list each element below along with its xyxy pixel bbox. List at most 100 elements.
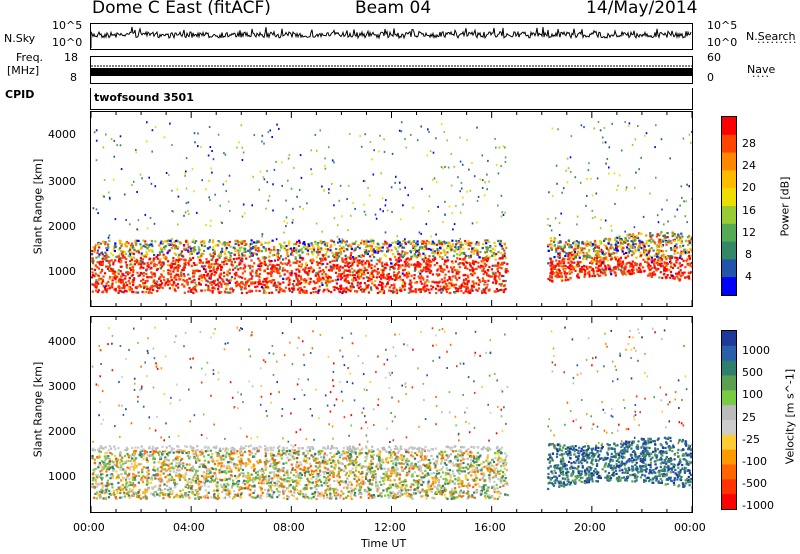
power-cell (547, 249, 550, 252)
power-cell (183, 244, 186, 247)
power-cell (176, 269, 179, 273)
power-cell (268, 248, 271, 251)
power-cell (331, 182, 333, 185)
power-cell (224, 242, 227, 245)
power-cell (433, 250, 436, 253)
power-cell (245, 243, 248, 246)
power-cell (298, 239, 301, 242)
power-cell (235, 265, 238, 268)
power-cell (102, 240, 105, 243)
power-cell (181, 269, 184, 272)
power-cell (404, 138, 406, 141)
power-cell (600, 218, 602, 221)
power-cell (547, 218, 549, 220)
power-cell (597, 269, 600, 272)
power-cell (481, 257, 484, 260)
power-cell (493, 278, 496, 281)
power-cell (483, 262, 487, 265)
power-cell (377, 283, 380, 286)
power-cell (146, 268, 149, 271)
power-cell (591, 267, 595, 271)
power-cell (630, 235, 633, 238)
power-cell (680, 240, 684, 243)
power-cell (141, 177, 143, 180)
power-cell (124, 252, 127, 256)
power-cell (204, 289, 207, 292)
power-cell (192, 256, 195, 260)
power-cell (239, 275, 242, 279)
power-cell (400, 288, 403, 291)
power-cell (368, 278, 371, 281)
power-cell (358, 271, 361, 274)
power-cell (668, 239, 671, 242)
power-cell (293, 243, 296, 246)
power-cell (216, 265, 219, 268)
power-cell (437, 253, 440, 256)
power-cell (135, 258, 138, 261)
power-cell (353, 269, 356, 272)
velocity-cell (635, 468, 638, 471)
velocity-cell (365, 445, 368, 448)
power-cell (431, 248, 435, 251)
power-cell (677, 266, 680, 269)
power-cell (404, 186, 406, 189)
power-cell (353, 276, 356, 280)
velocity-cell (671, 450, 674, 453)
power-cell (590, 260, 593, 263)
power-cell (670, 255, 673, 258)
power-cell (638, 168, 640, 171)
power-cell (275, 267, 278, 270)
power-cell (168, 287, 171, 290)
power-cell (226, 282, 229, 285)
power-cell (263, 289, 266, 292)
power-cell (240, 246, 243, 249)
power-cell (383, 150, 386, 153)
power-cell (599, 240, 602, 243)
power-cell (343, 274, 346, 278)
power-cell (237, 283, 240, 286)
power-cell (396, 259, 399, 262)
power-cell (403, 239, 406, 242)
power-cell (660, 249, 663, 253)
power-cell (417, 262, 420, 265)
power-cell (135, 261, 138, 264)
velocity-cell (207, 467, 210, 471)
velocity-cell (473, 461, 476, 464)
power-cell (613, 172, 616, 175)
power-cell (266, 267, 269, 270)
power-cell (496, 263, 499, 266)
power-cell (410, 134, 412, 136)
power-cell (600, 262, 603, 266)
power-cell (448, 286, 451, 289)
power-cell (325, 284, 328, 287)
power-cell (178, 278, 181, 281)
power-cell (574, 245, 577, 248)
power-cell (551, 127, 554, 130)
power-cell (298, 241, 301, 244)
power-cell (149, 286, 152, 289)
power-cell (139, 267, 142, 270)
power-cell (286, 253, 289, 257)
power-cell (471, 280, 474, 283)
power-cell (172, 244, 175, 247)
power-cell (410, 263, 413, 266)
power-cell (580, 124, 583, 127)
power-cell (379, 280, 382, 283)
power-cell (583, 126, 585, 129)
power-cell (691, 266, 692, 269)
power-cell (367, 259, 370, 263)
power-cell (224, 249, 228, 252)
power-cell (276, 255, 279, 258)
power-cell (655, 124, 657, 127)
power-cell (118, 286, 121, 289)
power-cell (394, 258, 397, 261)
power-cell (624, 230, 626, 233)
power-cell (451, 275, 454, 278)
power-cell (221, 247, 224, 250)
power-cell (550, 246, 553, 249)
power-cell (378, 249, 381, 252)
power-cell (266, 276, 269, 279)
power-cell (113, 245, 116, 248)
power-cell (400, 130, 403, 133)
power-cell (547, 243, 550, 247)
